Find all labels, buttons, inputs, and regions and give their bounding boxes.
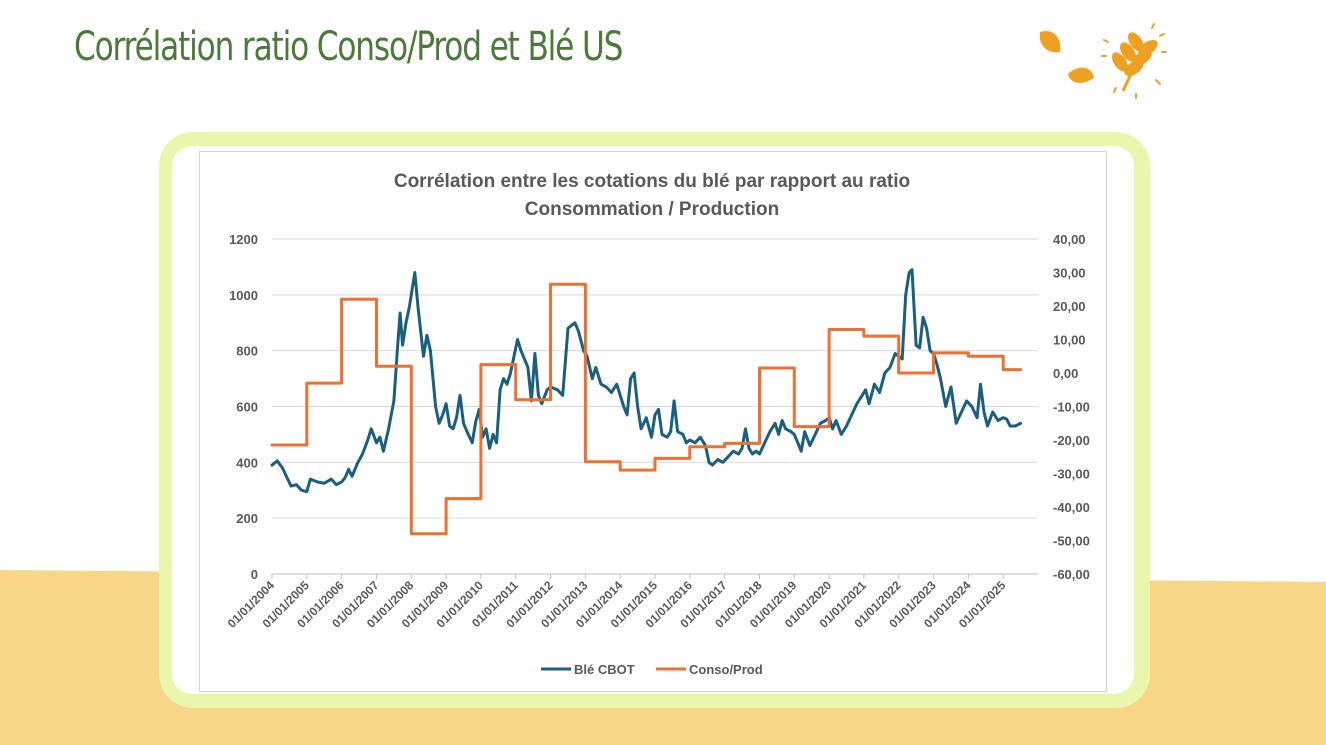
y2-tick-label: 40,00: [1053, 232, 1086, 247]
y2-tick-label: -60,00: [1053, 567, 1090, 582]
y-tick-label: 200: [236, 511, 258, 526]
y-tick-label: 0: [251, 567, 258, 582]
chart-title-line-1: Corrélation entre les cotations du blé p…: [393, 171, 911, 192]
y2-tick-label: -20,00: [1053, 433, 1090, 448]
y-tick-label: 800: [236, 344, 258, 359]
y-tick-label: 400: [236, 455, 258, 470]
chart-title: Corrélation entre les cotations du blé p…: [199, 168, 1105, 224]
y2-tick-label: 20,00: [1053, 299, 1086, 314]
y2-tick-label: 0,00: [1053, 366, 1078, 381]
y-tick-label: 1000: [229, 288, 258, 303]
chart-title-line-2: Consommation / Production: [524, 199, 780, 220]
y-tick-label: 1200: [229, 232, 258, 247]
legend-label: Conso/Prod: [689, 662, 763, 677]
y2-tick-label: -40,00: [1053, 500, 1090, 515]
slide-title: Corrélation ratio Conso/Prod et Blé US: [74, 24, 623, 70]
legend-label: Blé CBOT: [574, 662, 635, 677]
series-line-conso-prod: [270, 282, 1023, 536]
wheat-leaf-icon: [1039, 23, 1167, 99]
y2-tick-label: -10,00: [1053, 400, 1090, 415]
series-line-ble-cbot: [270, 268, 1023, 494]
y2-tick-label: 10,00: [1053, 333, 1086, 348]
y-tick-label: 600: [236, 400, 258, 415]
y2-tick-label: 30,00: [1053, 266, 1086, 281]
y2-tick-label: -30,00: [1053, 467, 1090, 482]
y2-tick-label: -50,00: [1053, 534, 1090, 549]
